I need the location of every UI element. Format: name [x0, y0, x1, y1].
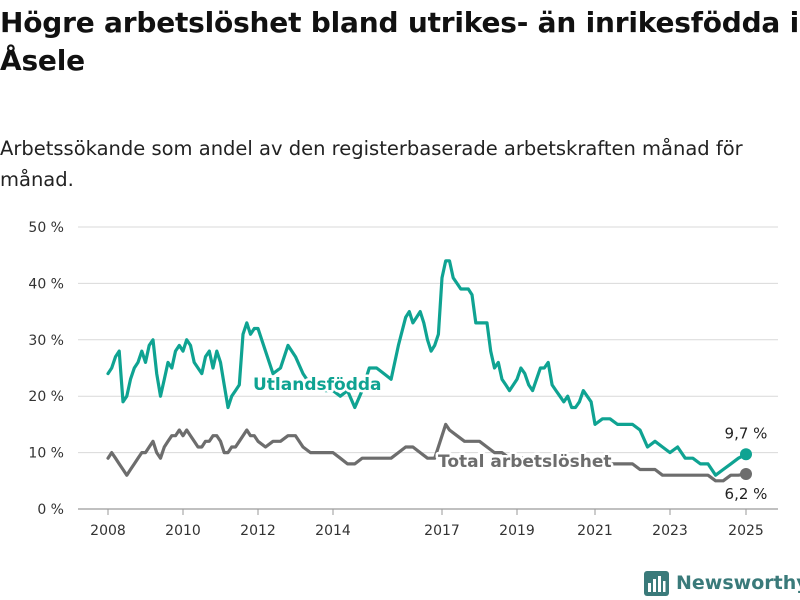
x-tick-label: 2012 — [240, 523, 276, 539]
x-tick-label: 2010 — [165, 523, 201, 539]
x-tick-label: 2019 — [499, 523, 535, 539]
y-tick-label: 40 % — [28, 276, 64, 292]
end-value-utlandsfodda: 9,7 % — [725, 424, 768, 442]
x-tick-label: 2021 — [577, 523, 613, 539]
x-tick-label: 2025 — [728, 523, 764, 539]
series-lines — [106, 259, 748, 483]
series-labels: Utlandsfödda Total arbetslöshet — [251, 373, 615, 475]
end-value-total: 6,2 % — [725, 485, 768, 503]
series-line-utlandsfodda — [106, 259, 748, 477]
y-tick-label: 10 % — [28, 446, 64, 462]
x-tick-label: 2017 — [424, 523, 460, 539]
bar-chart-logo-icon — [644, 570, 669, 596]
x-tick-label: 2014 — [315, 523, 351, 539]
chart-title: Högre arbetslöshet bland utrikes- än inr… — [0, 6, 800, 77]
gridlines — [78, 226, 778, 510]
series-label-utlandsfodda: Utlandsfödda — [253, 375, 382, 395]
newsworthy-logo: Newsworthy — [644, 570, 800, 596]
chart-subtitle: Arbetssökande som andel av den registerb… — [0, 137, 743, 191]
x-tick-label: 2023 — [652, 523, 688, 539]
x-tick-label: 2008 — [90, 523, 126, 539]
y-tick-label: 30 % — [28, 333, 64, 349]
y-axis-ticks: 0 % 10 % 20 % 30 % 40 % 50 % — [28, 220, 64, 518]
y-tick-label: 0 % — [37, 502, 64, 518]
y-tick-label: 50 % — [28, 220, 64, 236]
series-label-total: Total arbetslöshet — [438, 452, 612, 472]
end-markers: 9,7 % 6,2 % — [725, 424, 768, 503]
x-axis-ticks: 2008 2010 2012 2014 2017 2019 2021 2023 2025 — [90, 509, 764, 539]
brand-name: Newsworthy — [676, 572, 800, 594]
series-line-total — [106, 422, 748, 483]
end-dot-utlandsfodda — [740, 448, 752, 461]
y-tick-label: 20 % — [28, 389, 64, 405]
end-dot-total — [740, 468, 752, 481]
